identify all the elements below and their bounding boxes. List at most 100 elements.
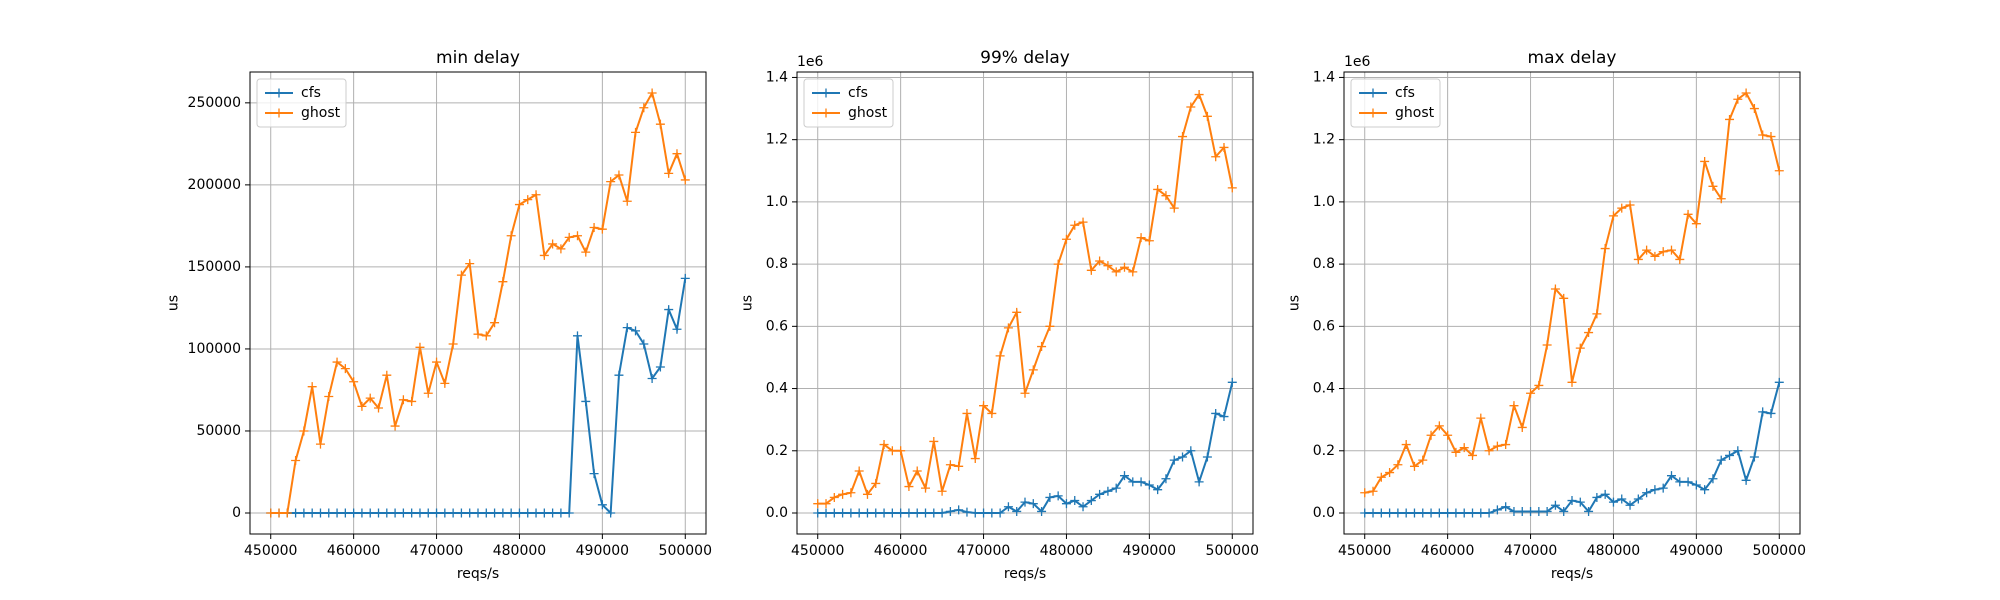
point-marker xyxy=(1053,491,1063,501)
point-marker xyxy=(1086,265,1096,275)
point-marker xyxy=(979,401,989,411)
plot-area xyxy=(797,72,1253,534)
point-marker xyxy=(1575,343,1585,353)
x-tick-label: 450000 xyxy=(244,543,297,559)
point-marker xyxy=(1592,309,1602,319)
point-marker xyxy=(1526,388,1536,398)
point-marker xyxy=(921,508,931,518)
point-marker xyxy=(862,508,872,518)
point-marker xyxy=(1111,483,1121,493)
point-marker xyxy=(945,506,955,516)
subplot: 0 50000 100000 150000 200000 250000 450000 4600… xyxy=(166,48,712,582)
point-marker xyxy=(1136,233,1146,243)
point-marker xyxy=(912,466,922,476)
point-marker xyxy=(340,364,350,374)
point-marker xyxy=(1733,446,1743,456)
point-marker xyxy=(1061,234,1071,244)
point-marker xyxy=(1119,471,1129,481)
point-marker xyxy=(357,401,367,411)
point-marker xyxy=(1758,130,1768,140)
y-tick-label: 0.2 xyxy=(1313,443,1335,459)
point-marker xyxy=(1186,102,1196,112)
point-marker xyxy=(1103,486,1113,496)
y-tick-label: 1.2 xyxy=(1313,132,1335,148)
point-marker xyxy=(1202,111,1212,121)
point-marker xyxy=(1451,508,1461,518)
y-offset-label: 1e6 xyxy=(797,54,824,70)
point-marker xyxy=(332,357,342,367)
point-marker xyxy=(481,508,491,518)
point-marker xyxy=(1683,209,1693,219)
point-marker xyxy=(299,508,309,518)
point-marker xyxy=(1691,219,1701,229)
point-marker xyxy=(531,190,541,200)
legend-marker xyxy=(821,108,831,118)
point-marker xyxy=(1095,489,1105,499)
legend-label: cfs xyxy=(1395,85,1415,101)
point-marker xyxy=(680,175,690,185)
subplot: 0.0 0.2 0.4 0.6 0.8 1.0 1.2 1.4 450000 460000 4700… xyxy=(739,48,1259,582)
point-marker xyxy=(655,119,665,129)
point-marker xyxy=(1194,477,1204,487)
x-tick-label: 480000 xyxy=(1040,543,1093,559)
point-marker xyxy=(324,392,334,402)
x-tick-label: 500000 xyxy=(659,543,712,559)
point-marker xyxy=(1600,489,1610,499)
point-marker xyxy=(970,508,980,518)
point-marker xyxy=(606,177,616,187)
point-marker xyxy=(1020,388,1030,398)
point-marker xyxy=(672,149,682,159)
point-marker xyxy=(1385,508,1395,518)
point-marker xyxy=(1095,256,1105,266)
point-marker xyxy=(1534,380,1544,390)
point-marker xyxy=(340,508,350,518)
point-marker xyxy=(1492,505,1502,515)
point-marker xyxy=(448,508,458,518)
point-marker xyxy=(1128,477,1138,487)
point-marker xyxy=(1045,492,1055,502)
point-marker xyxy=(1418,455,1428,465)
point-marker xyxy=(514,200,524,210)
point-marker xyxy=(1003,502,1013,512)
point-marker xyxy=(357,508,367,518)
legend-label: cfs xyxy=(848,85,868,101)
point-marker xyxy=(556,508,566,518)
point-marker xyxy=(1658,247,1668,257)
point-marker xyxy=(440,378,450,388)
point-marker xyxy=(829,508,839,518)
point-marker xyxy=(266,508,276,518)
point-marker xyxy=(1584,328,1594,338)
x-tick-label: 450000 xyxy=(1338,543,1391,559)
point-marker xyxy=(374,403,384,413)
point-marker xyxy=(506,508,516,518)
legend-marker xyxy=(1368,108,1378,118)
point-marker xyxy=(962,507,972,517)
point-marker xyxy=(1559,293,1569,303)
point-marker xyxy=(307,382,317,392)
point-marker xyxy=(1766,408,1776,418)
point-marker xyxy=(1360,488,1370,498)
point-marker xyxy=(1683,477,1693,487)
chart-title: 99% delay xyxy=(980,48,1070,68)
point-marker xyxy=(1774,166,1784,176)
point-marker xyxy=(1700,485,1710,495)
point-marker xyxy=(979,508,989,518)
x-tick-label: 460000 xyxy=(1421,543,1474,559)
point-marker xyxy=(390,508,400,518)
point-marker xyxy=(1219,412,1229,422)
point-marker xyxy=(1509,506,1519,516)
point-marker xyxy=(349,508,359,518)
point-marker xyxy=(896,508,906,518)
point-marker xyxy=(1393,508,1403,518)
point-marker xyxy=(490,318,500,328)
point-marker xyxy=(1136,477,1146,487)
point-marker xyxy=(838,489,848,499)
point-marker xyxy=(539,508,549,518)
point-marker xyxy=(1012,506,1022,516)
point-marker xyxy=(1600,244,1610,254)
point-marker xyxy=(448,339,458,349)
point-marker xyxy=(1608,497,1618,507)
point-marker xyxy=(664,305,674,315)
point-marker xyxy=(465,508,475,518)
point-marker xyxy=(954,505,964,515)
